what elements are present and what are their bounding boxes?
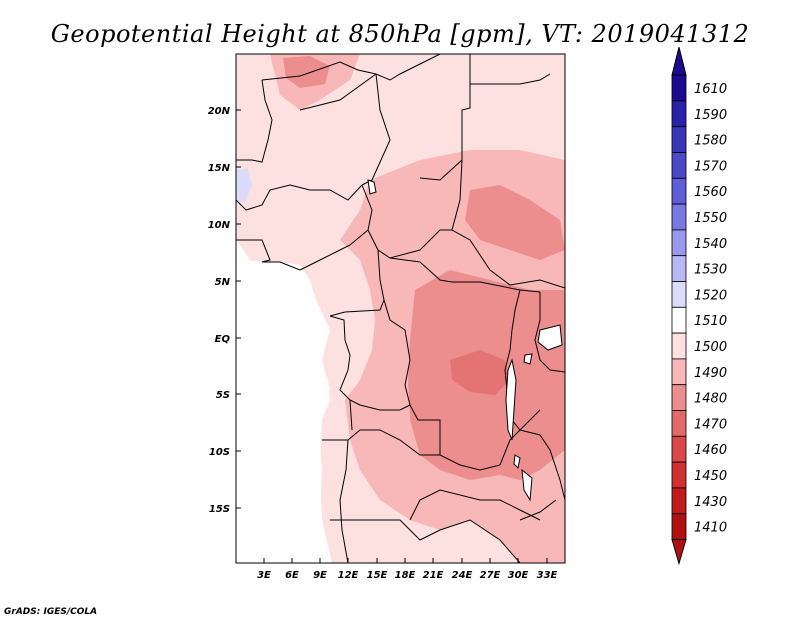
- x-axis: 3E 6E 9E 12E 15E 18E 21E 24E 27E 30E 33E: [257, 558, 558, 581]
- colorbar-label: 1560: [694, 185, 727, 200]
- colorbar-label: 1470: [694, 417, 727, 432]
- contour-1470: [450, 350, 510, 395]
- colorbar-label: 1570: [694, 159, 727, 174]
- colorbar-swatch: [671, 435, 687, 463]
- colorbar-swatch: [671, 487, 687, 515]
- colorbar-label: 1590: [694, 108, 727, 123]
- y-tick-20n: 20N: [208, 106, 241, 117]
- y-tick-15n: 15N: [208, 163, 241, 174]
- svg-text:21E: 21E: [423, 570, 444, 581]
- svg-text:15E: 15E: [367, 570, 388, 581]
- colorbar-top-arrow: [671, 46, 687, 76]
- y-tick-15s: 15S: [209, 504, 241, 515]
- svg-text:5N: 5N: [215, 277, 231, 288]
- colorbar-label: 1550: [694, 211, 727, 226]
- colorbar-swatch: [671, 255, 687, 282]
- chart-title: Geopotential Height at 850hPa [gpm], VT:…: [51, 20, 750, 48]
- colorbar-label: 1430: [694, 495, 727, 510]
- colorbar-swatch: [671, 461, 687, 489]
- colorbar-label: 1540: [694, 237, 727, 252]
- colorbar-swatch: [671, 126, 687, 153]
- x-tick-9e: 9E: [313, 558, 327, 581]
- svg-text:15S: 15S: [209, 504, 230, 515]
- colorbar: 1610 1590 1580 1570 1560 1550 1540 1530 1520 1510…: [671, 46, 727, 566]
- svg-text:33E: 33E: [537, 570, 558, 581]
- svg-text:12E: 12E: [338, 570, 359, 581]
- lake-chad: [367, 179, 377, 195]
- svg-text:27E: 27E: [480, 570, 501, 581]
- colorbar-swatch: [671, 332, 687, 360]
- svg-text:9E: 9E: [313, 570, 327, 581]
- colorbar-label: 1520: [694, 288, 727, 303]
- colorbar-swatch: [671, 203, 687, 231]
- svg-text:5S: 5S: [216, 390, 230, 401]
- colorbar-swatch: [671, 513, 687, 540]
- colorbar-swatch: [671, 100, 687, 128]
- country-borders: [236, 54, 565, 563]
- colorbar-swatch: [671, 177, 687, 205]
- colorbar-label: 1410: [694, 521, 727, 536]
- colorbar-swatch: [671, 229, 687, 257]
- svg-text:10S: 10S: [209, 447, 230, 458]
- y-tick-eq: EQ: [215, 334, 241, 345]
- x-tick-21e: 21E: [423, 558, 444, 581]
- lakes: [505, 324, 563, 502]
- x-tick-15e: 15E: [367, 558, 388, 581]
- x-tick-3e: 3E: [257, 558, 271, 581]
- svg-text:20N: 20N: [208, 106, 231, 117]
- x-tick-24e: 24E: [452, 558, 473, 581]
- colorbar-label: 1490: [694, 366, 727, 381]
- svg-text:24E: 24E: [452, 570, 473, 581]
- y-axis: 20N 15N 10N 5N EQ 5S 10S 15S: [208, 106, 241, 515]
- colorbar-swatch: [671, 410, 687, 437]
- svg-text:3E: 3E: [257, 570, 271, 581]
- svg-text:15N: 15N: [208, 163, 231, 174]
- y-tick-10s: 10S: [209, 447, 241, 458]
- x-tick-33e: 33E: [537, 558, 558, 581]
- x-tick-18e: 18E: [395, 558, 416, 581]
- x-tick-30e: 30E: [508, 558, 529, 581]
- svg-text:30E: 30E: [508, 570, 529, 581]
- colorbar-label: 1510: [694, 314, 727, 329]
- svg-text:18E: 18E: [395, 570, 416, 581]
- colorbar-swatch: [671, 152, 687, 179]
- y-tick-5s: 5S: [216, 390, 241, 401]
- colorbar-swatch: [671, 384, 687, 411]
- colorbar-label: 1480: [694, 392, 727, 407]
- colorbar-label: 1580: [694, 134, 727, 149]
- colorbar-label: 1450: [694, 469, 727, 484]
- svg-text:10N: 10N: [208, 220, 231, 231]
- colorbar-label: 1500: [694, 340, 727, 355]
- colorbar-swatch: [671, 74, 687, 102]
- grads-credit: GrADS: IGES/COLA: [4, 607, 97, 617]
- map-panel: [235, 53, 566, 564]
- x-tick-27e: 27E: [480, 558, 501, 581]
- map-frame: [235, 53, 566, 564]
- colorbar-label: 1460: [694, 443, 727, 458]
- colorbar-label: 1530: [694, 263, 727, 278]
- colorbar-label: 1610: [694, 82, 727, 97]
- y-tick-5n: 5N: [215, 277, 241, 288]
- y-tick-10n: 10N: [208, 220, 241, 231]
- ocean-atlantic: [236, 262, 332, 563]
- contour-1520-west: [236, 168, 252, 205]
- svg-text:6E: 6E: [285, 570, 299, 581]
- colorbar-swatch: [671, 281, 687, 308]
- colorbar-swatch: [671, 358, 687, 386]
- colorbar-bottom-arrow: [671, 539, 687, 566]
- svg-text:EQ: EQ: [215, 334, 231, 345]
- x-tick-12e: 12E: [338, 558, 359, 581]
- x-tick-6e: 6E: [285, 558, 299, 581]
- colorbar-swatch: [671, 306, 687, 334]
